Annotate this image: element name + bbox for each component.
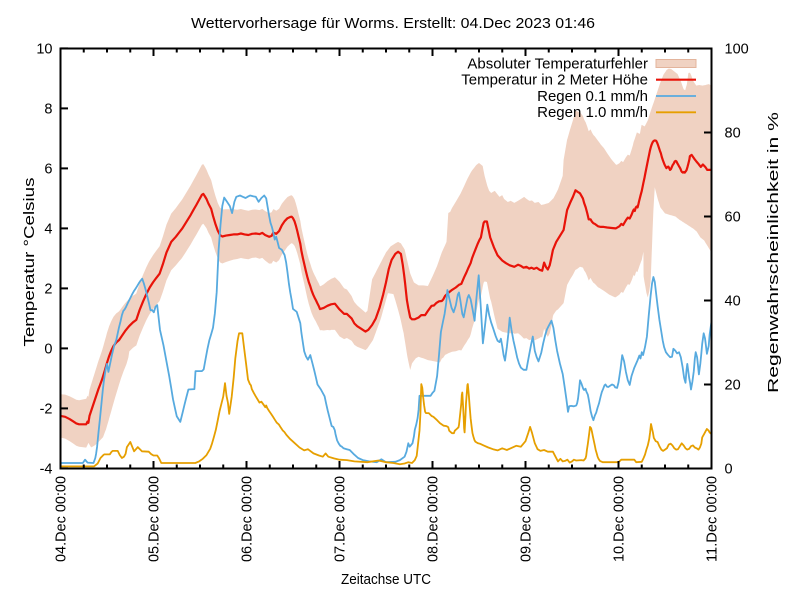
svg-text:Temperatur °Celsius: Temperatur °Celsius [22,178,38,347]
svg-text:-2: -2 [40,401,53,417]
svg-text:Absoluter Temperaturfehler: Absoluter Temperaturfehler [467,55,648,72]
svg-text:Zeitachse UTC: Zeitachse UTC [341,572,431,588]
svg-text:80: 80 [725,126,741,142]
svg-text:6: 6 [44,161,52,177]
svg-text:-4: -4 [40,461,53,477]
svg-text:11.Dec 00:00: 11.Dec 00:00 [704,476,720,562]
svg-text:10.Dec 00:00: 10.Dec 00:00 [611,476,627,562]
svg-text:09.Dec 00:00: 09.Dec 00:00 [518,476,534,562]
svg-text:40: 40 [725,294,741,310]
svg-text:0: 0 [725,462,733,478]
svg-text:06.Dec 00:00: 06.Dec 00:00 [239,476,255,562]
svg-text:4: 4 [44,221,52,237]
svg-text:Regen 0.1 mm/h: Regen 0.1 mm/h [537,88,648,105]
svg-text:Wettervorhersage für Worms. Er: Wettervorhersage für Worms. Erstellt: 04… [191,16,595,32]
svg-text:Temperatur in 2 Meter Höhe: Temperatur in 2 Meter Höhe [461,72,648,89]
svg-text:20: 20 [725,378,741,394]
svg-text:100: 100 [725,42,749,58]
svg-text:2: 2 [44,281,52,297]
svg-text:10: 10 [36,41,52,57]
svg-text:07.Dec 00:00: 07.Dec 00:00 [332,476,348,562]
svg-text:0: 0 [44,341,52,357]
svg-text:60: 60 [725,210,741,226]
svg-text:04.Dec 00:00: 04.Dec 00:00 [53,476,69,562]
svg-text:8: 8 [44,101,52,117]
svg-text:Regenwahrscheinlichkeit in %: Regenwahrscheinlichkeit in % [766,112,782,393]
svg-text:Regen 1.0 mm/h: Regen 1.0 mm/h [537,104,648,121]
svg-text:05.Dec 00:00: 05.Dec 00:00 [146,476,162,562]
svg-text:08.Dec 00:00: 08.Dec 00:00 [425,476,441,562]
